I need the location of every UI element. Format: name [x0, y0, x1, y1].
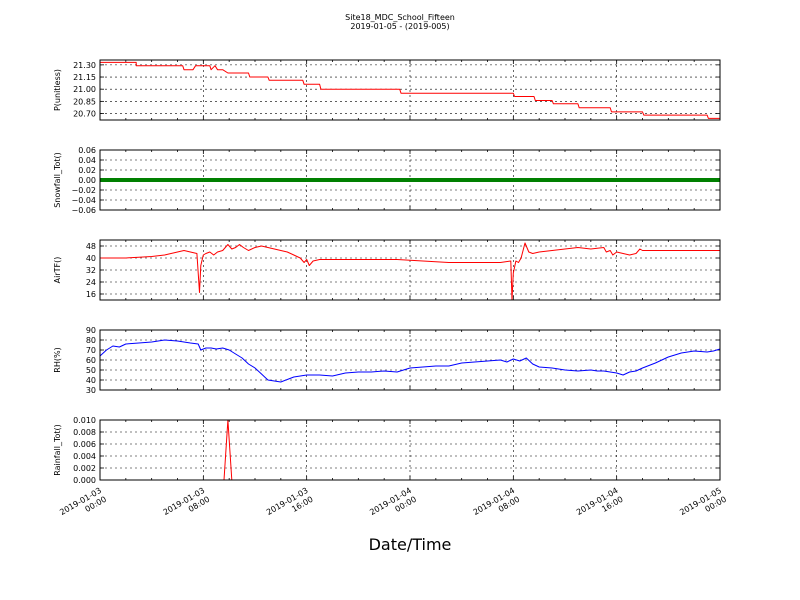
y-tick-label: 0.006 — [73, 440, 96, 449]
chart-title: Site18_MDC_School_Fifteen — [345, 13, 455, 22]
y-axis-label: Rainfall_Tot() — [53, 424, 62, 476]
y-tick-label: 60 — [86, 356, 96, 365]
subplots: 20.70 20.85 21.00 21.15 21.30 P(unitless) −0.0… — [53, 59, 721, 485]
x-tick-labels: 2019-01-0300:00 2019-01-0308:00 2019-01-03… — [58, 486, 728, 526]
y-tick-label: 70 — [86, 346, 96, 355]
y-axis-label: Snowfall_Tot() — [53, 152, 62, 208]
y-tick-label: 90 — [86, 326, 96, 335]
subplot-3: 16 24 32 40 48 AirTF() — [53, 239, 721, 301]
y-tick-label: 21.30 — [73, 61, 96, 70]
y-tick-label: 20.85 — [73, 97, 96, 106]
y-tick-label: 20.70 — [73, 110, 96, 119]
y-tick-label: 0.02 — [78, 166, 96, 175]
subplot-5: 0.000 0.002 0.004 0.006 0.008 0.010 Rainfall_T… — [53, 416, 721, 485]
y-tick-label: −0.04 — [71, 196, 96, 205]
y-tick-label: 50 — [86, 366, 96, 375]
y-tick-label: 40 — [86, 376, 96, 385]
axes-frame — [99, 329, 721, 391]
subplot-1: 20.70 20.85 21.00 21.15 21.30 P(unitless) — [53, 59, 721, 121]
x-tick-label: 2019-01-0408:00 — [472, 486, 522, 526]
y-tick-label: 21.15 — [73, 73, 96, 82]
chart-subtitle: 2019-01-05 - (2019-005) — [350, 22, 449, 31]
axes-frame — [99, 59, 721, 121]
y-tick-label: 0.010 — [73, 416, 96, 425]
y-tick-label: 0.002 — [73, 464, 96, 473]
y-tick-label: 32 — [86, 266, 96, 275]
x-axis-label: Date/Time — [369, 535, 452, 554]
y-tick-label: 0.008 — [73, 428, 96, 437]
y-axis-label: P(unitless) — [53, 69, 62, 111]
x-tick-label: 2019-01-0500:00 — [678, 486, 728, 526]
y-tick-label: 0.000 — [73, 476, 96, 485]
axes-frame — [99, 419, 721, 481]
y-tick-label: 24 — [86, 278, 96, 287]
y-tick-label: 40 — [86, 254, 96, 263]
y-tick-label: 80 — [86, 336, 96, 345]
x-tick-label: 2019-01-0308:00 — [162, 486, 212, 526]
series-line-4 — [99, 339, 721, 383]
y-axis-label: RH(%) — [53, 347, 62, 372]
x-tick-label: 2019-01-0316:00 — [265, 486, 315, 526]
y-tick-label: 0.004 — [73, 452, 96, 461]
y-tick-label: 21.00 — [73, 85, 96, 94]
subplot-2: −0.06−0.04−0.020.000.020.040.06 Snowfall_… — [53, 146, 721, 215]
y-axis-label: AirTF() — [53, 257, 62, 284]
y-tick-label: 48 — [86, 242, 96, 251]
x-tick-label: 2019-01-0300:00 — [58, 486, 108, 526]
series-line-3 — [100, 242, 720, 301]
y-tick-label: −0.06 — [71, 206, 96, 215]
y-tick-label: 0.00 — [78, 176, 96, 185]
axes-frame — [99, 149, 721, 211]
y-tick-label: 0.04 — [78, 156, 96, 165]
y-tick-label: −0.02 — [71, 186, 96, 195]
series-line-1 — [100, 61, 720, 119]
axes-frame — [99, 239, 721, 301]
y-tick-label: 16 — [86, 290, 96, 299]
x-tick-label: 2019-01-0400:00 — [368, 486, 418, 526]
y-tick-label: 30 — [86, 386, 96, 395]
y-tick-label: 0.06 — [78, 146, 96, 155]
x-tick-label: 2019-01-0416:00 — [575, 486, 625, 526]
